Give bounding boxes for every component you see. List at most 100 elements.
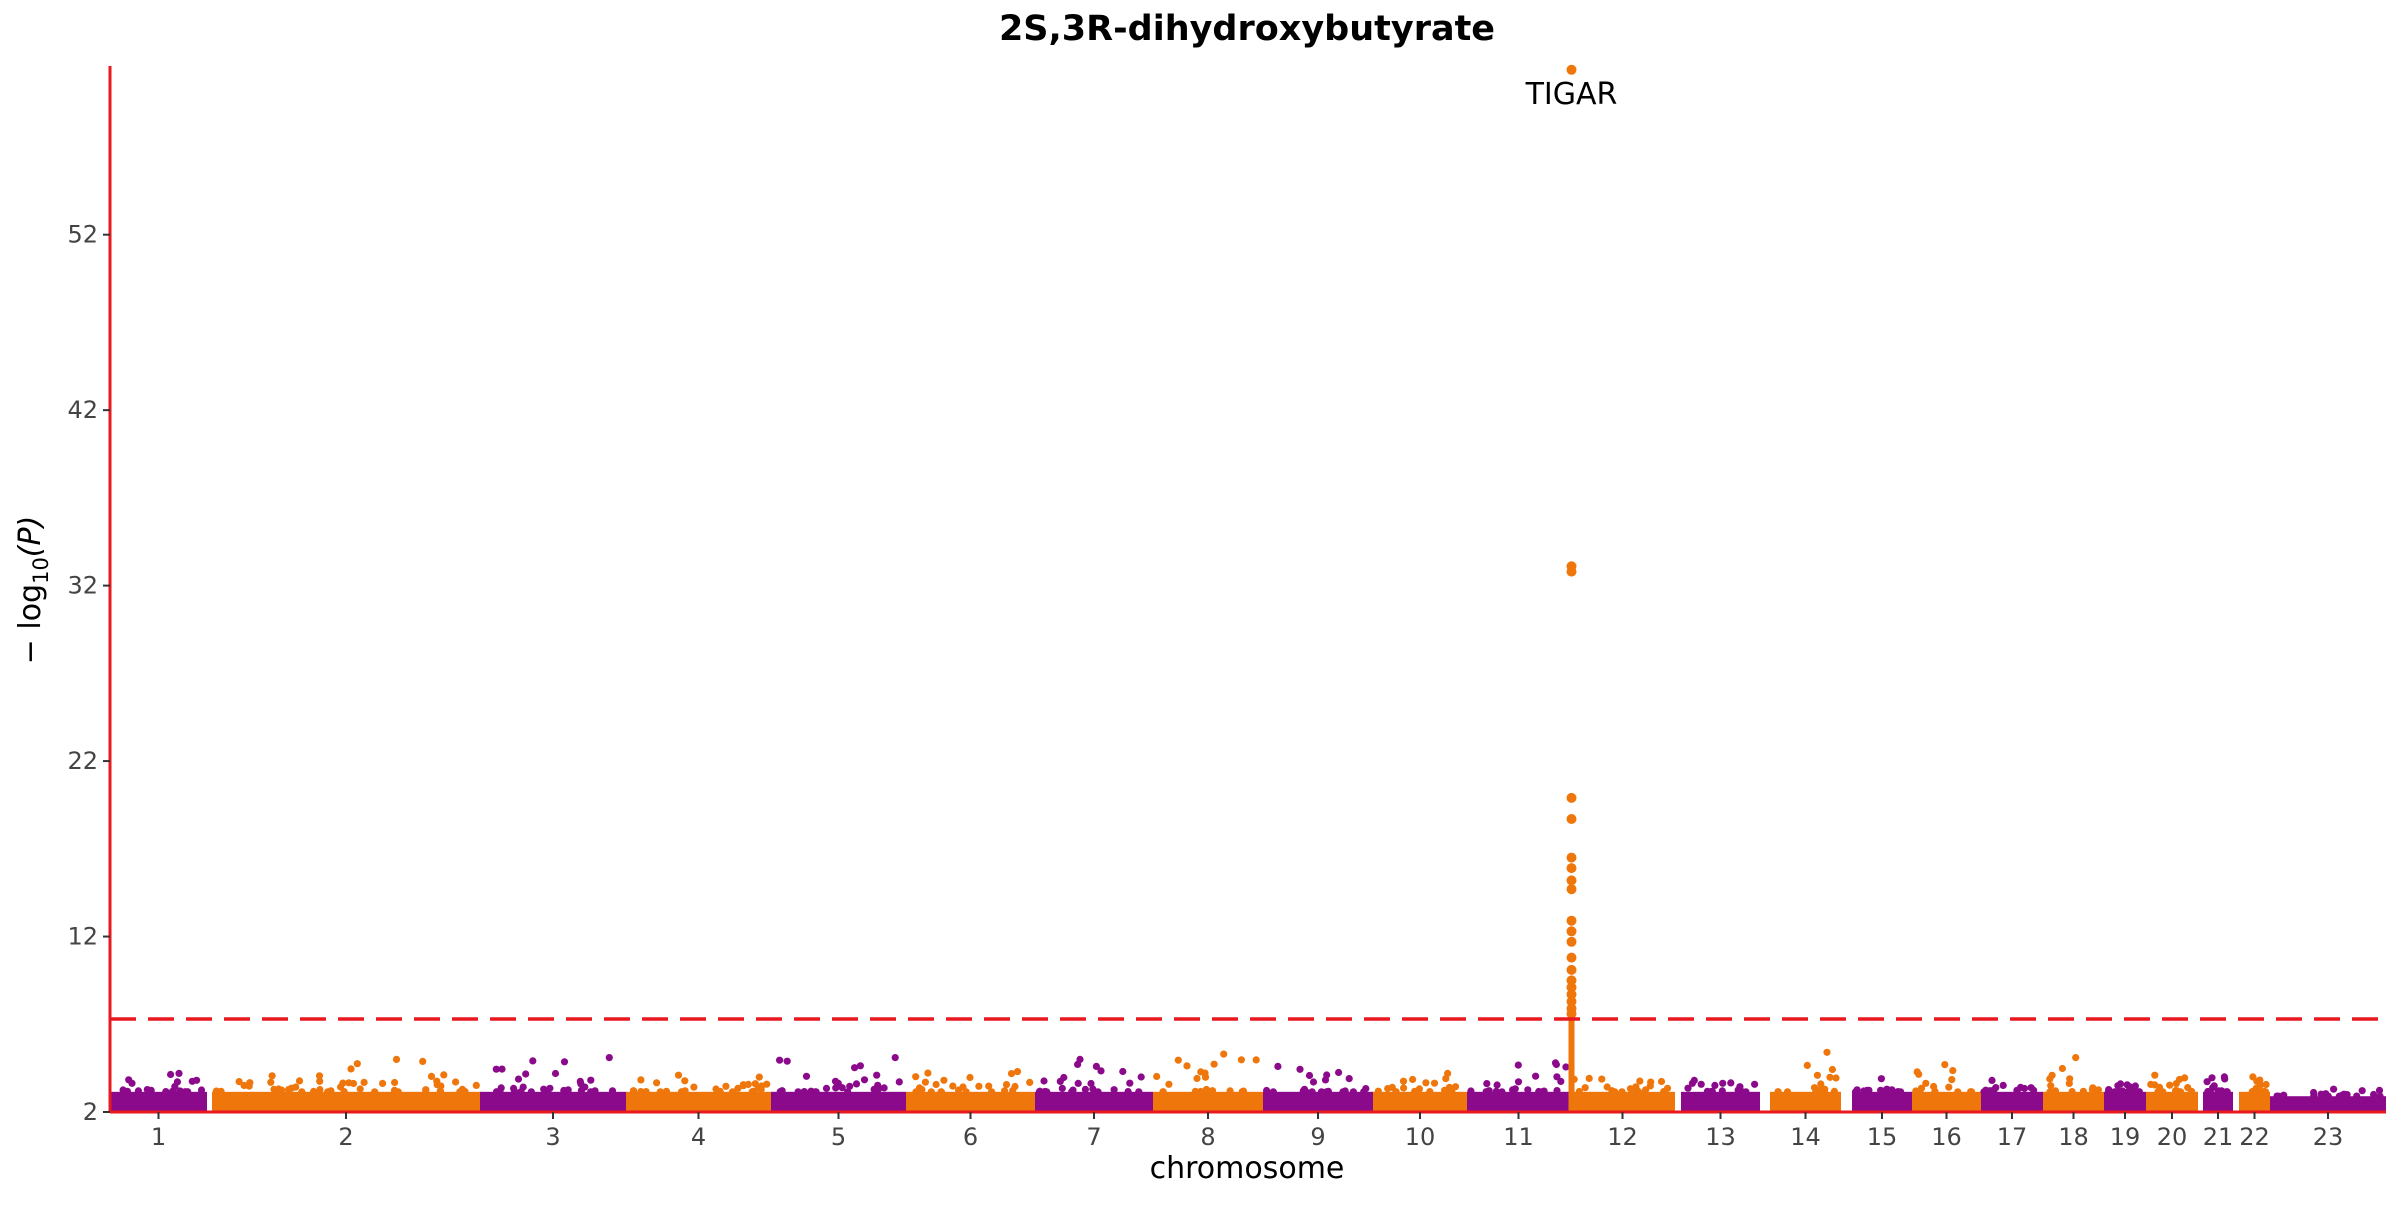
x-axis-title: chromosome bbox=[1150, 1151, 1345, 1186]
snp-point bbox=[751, 1080, 759, 1088]
snp-point bbox=[1191, 1087, 1199, 1095]
chromosome-peak-point bbox=[175, 1069, 183, 1077]
snp-point bbox=[1299, 1087, 1307, 1095]
snp-point bbox=[851, 1064, 859, 1072]
chromosome-3-points bbox=[480, 1054, 626, 1112]
top-hit-point bbox=[1566, 989, 1577, 1000]
snp-point bbox=[1562, 1063, 1570, 1071]
chromosome-23-points bbox=[2270, 1085, 2386, 1112]
snp-point bbox=[2175, 1075, 2183, 1084]
snp-point bbox=[681, 1077, 689, 1085]
chromosome-peak-point bbox=[1013, 1068, 1022, 1076]
chromosome-peak-point bbox=[2151, 1071, 2159, 1079]
chromosome-11-points bbox=[1467, 1059, 1570, 1112]
snp-point bbox=[427, 1072, 436, 1080]
snp-point bbox=[587, 1076, 595, 1084]
chromosome-7-band bbox=[1035, 1091, 1153, 1112]
snp-point bbox=[1409, 1075, 1417, 1084]
chromosome-23-band bbox=[2270, 1096, 2386, 1112]
chromosome-9-band bbox=[1263, 1091, 1373, 1112]
snp-point bbox=[678, 1088, 686, 1096]
chromosome-10-band bbox=[1373, 1091, 1467, 1112]
snp-point bbox=[2058, 1064, 2066, 1073]
snp-point bbox=[1197, 1068, 1205, 1076]
snp-point bbox=[1553, 1087, 1561, 1095]
chromosome-peak-point bbox=[1076, 1055, 1084, 1063]
snp-point bbox=[2358, 1087, 2366, 1095]
snp-point bbox=[436, 1087, 444, 1095]
snp-point bbox=[193, 1076, 201, 1084]
snp-point bbox=[2159, 1088, 2167, 1096]
snp-point bbox=[2110, 1088, 2118, 1096]
chromosome-20-points bbox=[2146, 1071, 2198, 1112]
snp-point bbox=[927, 1088, 935, 1096]
snp-point bbox=[1817, 1080, 1825, 1088]
snp-point bbox=[347, 1065, 355, 1073]
snp-point bbox=[1783, 1088, 1792, 1096]
snp-point bbox=[379, 1079, 387, 1087]
chromosome-21-points bbox=[2203, 1073, 2233, 1112]
snp-point bbox=[2376, 1092, 2384, 1100]
snp-point bbox=[2375, 1086, 2384, 1094]
snp-point bbox=[2046, 1088, 2054, 1096]
snp-point bbox=[1727, 1079, 1735, 1087]
snp-point bbox=[1860, 1088, 1869, 1096]
snp-point bbox=[1092, 1062, 1100, 1070]
snp-point bbox=[1026, 1078, 1034, 1086]
snp-point bbox=[391, 1078, 399, 1087]
snp-point bbox=[637, 1076, 645, 1084]
snp-point bbox=[1317, 1088, 1326, 1096]
snp-point bbox=[1980, 1088, 1988, 1096]
snp-point bbox=[1210, 1060, 1218, 1068]
y-axis-title-subscript: 10 bbox=[29, 557, 53, 584]
snp-point bbox=[763, 1080, 771, 1088]
snp-point bbox=[2204, 1087, 2212, 1096]
snp-point bbox=[1309, 1078, 1318, 1086]
snp-point bbox=[2370, 1090, 2378, 1099]
x-tick-label: 20 bbox=[2157, 1123, 2188, 1151]
snp-point bbox=[1949, 1067, 1957, 1075]
snp-point bbox=[498, 1065, 506, 1073]
snp-point bbox=[1483, 1080, 1491, 1088]
chromosome-18-band bbox=[2043, 1091, 2104, 1112]
snp-point bbox=[1954, 1088, 1962, 1096]
snp-point bbox=[1226, 1087, 1234, 1095]
snp-point bbox=[2047, 1082, 2055, 1090]
snp-point bbox=[1237, 1056, 1245, 1064]
snp-point bbox=[540, 1085, 548, 1093]
chromosome-peak-point bbox=[1988, 1076, 1996, 1084]
snp-point bbox=[1585, 1074, 1593, 1082]
snp-point bbox=[316, 1086, 324, 1094]
snp-point bbox=[1159, 1088, 1167, 1096]
top-hits-stem bbox=[1568, 1019, 1575, 1112]
snp-point bbox=[757, 1085, 765, 1094]
snp-point bbox=[1335, 1068, 1343, 1077]
snp-point bbox=[522, 1070, 530, 1078]
top-hit-point bbox=[1566, 814, 1577, 824]
snp-point bbox=[1832, 1074, 1840, 1082]
snp-point bbox=[985, 1082, 993, 1090]
snp-point bbox=[2166, 1081, 2174, 1089]
snp-point bbox=[1040, 1077, 1048, 1085]
snp-point bbox=[2088, 1086, 2096, 1094]
snp-point bbox=[1296, 1065, 1304, 1073]
snp-point bbox=[1575, 1087, 1583, 1096]
chromosome-18-points bbox=[2043, 1054, 2104, 1112]
snp-point bbox=[1153, 1072, 1161, 1081]
snp-point bbox=[1810, 1084, 1819, 1092]
snp-point bbox=[844, 1088, 852, 1096]
chromosome-4-band bbox=[626, 1091, 771, 1112]
snp-point bbox=[295, 1077, 304, 1085]
snp-point bbox=[349, 1079, 358, 1088]
snp-point bbox=[1415, 1085, 1423, 1093]
chromosome-peak-point bbox=[1941, 1061, 1949, 1069]
snp-point bbox=[1041, 1087, 1049, 1096]
chromosome-16-band bbox=[1912, 1091, 1981, 1112]
snp-point bbox=[608, 1087, 617, 1095]
snp-point bbox=[800, 1088, 808, 1096]
snp-point bbox=[1323, 1071, 1331, 1079]
chromosome-peak-point bbox=[2116, 1080, 2125, 1088]
x-tick-label: 2 bbox=[338, 1123, 353, 1151]
snp-point bbox=[2151, 1081, 2159, 1089]
